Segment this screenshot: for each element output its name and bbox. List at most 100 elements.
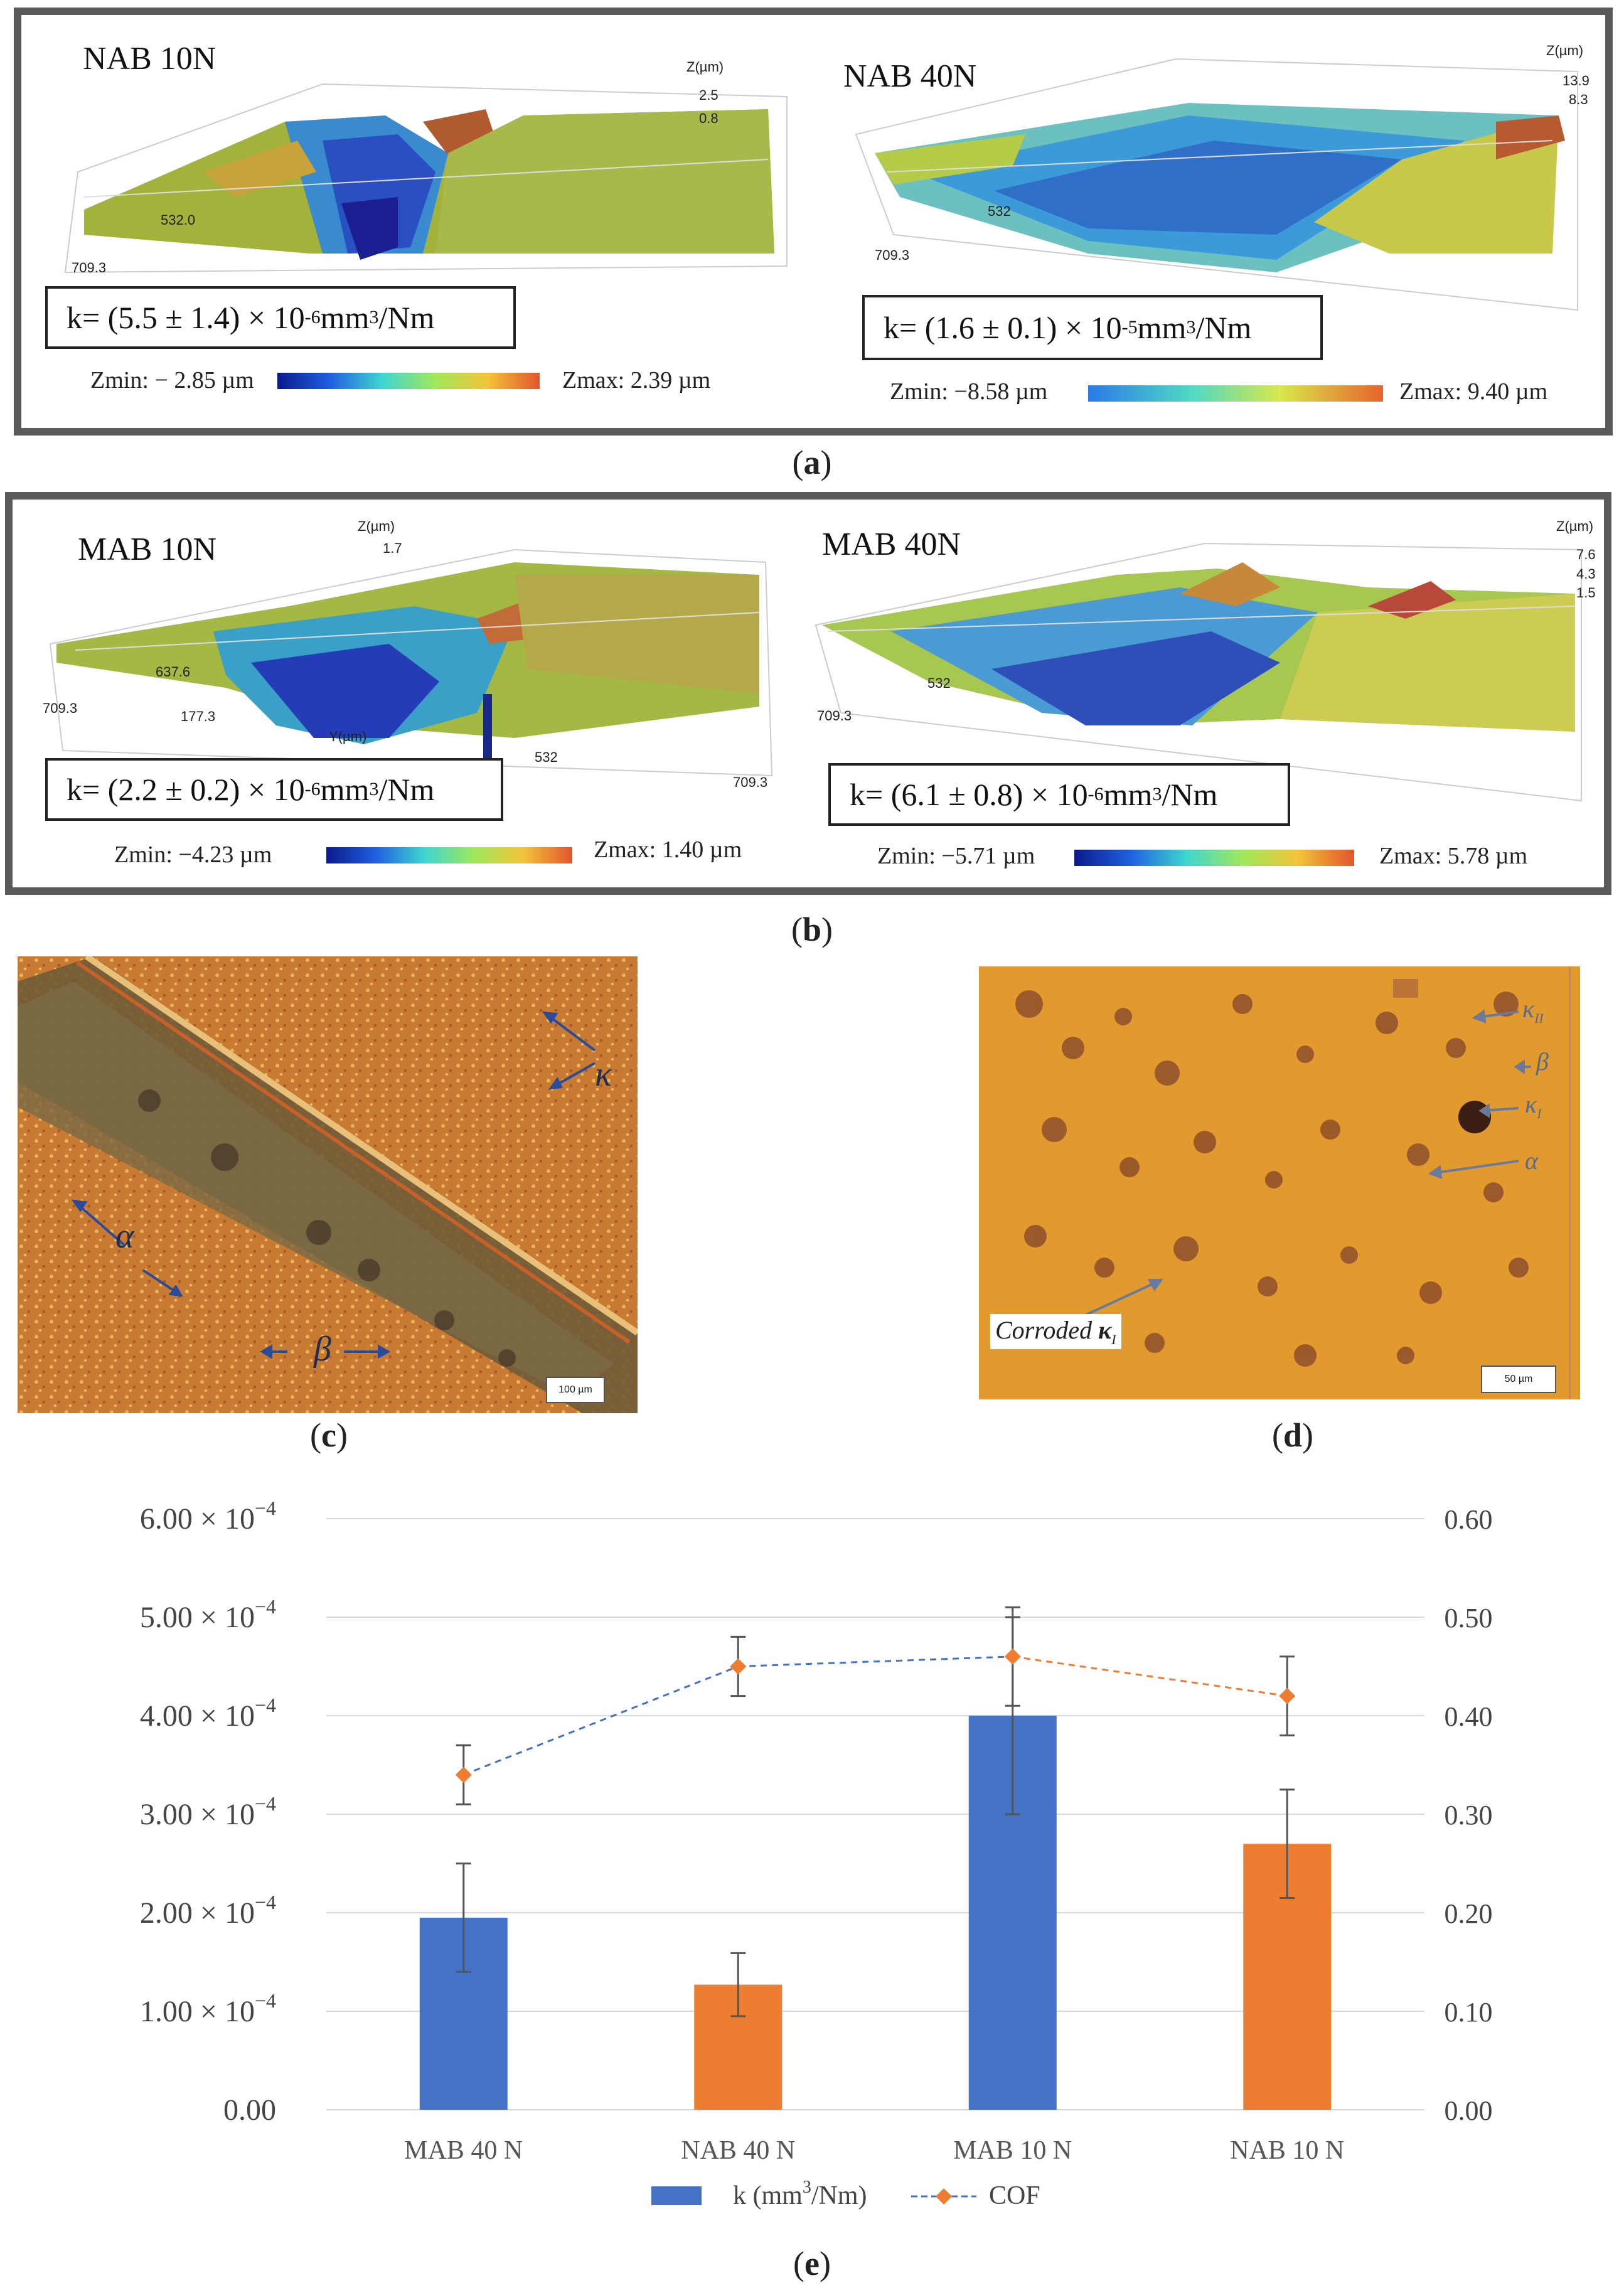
- panel-title: NAB 10N: [83, 41, 216, 77]
- cof-point: [730, 1658, 747, 1675]
- zmax-label: Zmax: 5.78 µm: [1379, 843, 1528, 869]
- label-corroded: Corroded κI: [990, 1314, 1121, 1349]
- y-right-tick-label: 0.50: [1445, 1603, 1493, 1633]
- axis-tick: 532: [535, 749, 558, 765]
- wear-rate-text: k= (2.2 ± 0.2) × 10: [67, 772, 305, 807]
- wear-rate-box: k= (2.2 ± 0.2) × 10 -6 mm 3/Nm: [45, 758, 503, 821]
- label-kappa-ii: κII: [1522, 995, 1544, 1026]
- y-left-tick-label: 2.00 × 10−4: [140, 1891, 276, 1930]
- annotation-arrows-c: [71, 1011, 596, 1359]
- zmax-label: Zmax: 1.40 µm: [594, 837, 742, 863]
- cof-line-segment: [1012, 1655, 1288, 1697]
- x-tick: 709.3: [875, 247, 910, 263]
- colorbar: [277, 373, 540, 389]
- surface-plot-mab-10n: [49, 548, 773, 777]
- surface-plot-nab-10n: [64, 83, 788, 274]
- y-left-tick-label: 5.00 × 10−4: [140, 1595, 276, 1634]
- x-category-label: MAB 10 N: [953, 2136, 1072, 2165]
- caption-a: (a): [792, 444, 832, 481]
- z-tick: 0.8: [699, 110, 719, 126]
- scale-bar: 50 µm: [1481, 1366, 1556, 1393]
- z-tick: 8.3: [1569, 92, 1588, 107]
- micrograph-d: [979, 966, 1580, 1399]
- wear-rate-text: k= (5.5 ± 1.4) × 10: [67, 300, 305, 335]
- z-tick: 2.5: [699, 87, 719, 103]
- legend-label-cof: COF: [989, 2181, 1040, 2210]
- caption-c: (c): [310, 1416, 348, 1454]
- colorbar: [326, 847, 572, 863]
- label-kappa-i: κI: [1525, 1090, 1542, 1121]
- wear-rate-text: k= (6.1 ± 0.8) × 10: [850, 777, 1088, 812]
- y-left-tick-label: 4.00 × 10−4: [140, 1694, 276, 1733]
- scale-bar: 100 µm: [546, 1377, 605, 1403]
- y-right-tick-label: 0.10: [1445, 1997, 1493, 2028]
- colorbar: [1074, 850, 1354, 866]
- label-kappa: κ: [595, 1055, 612, 1094]
- axis-tick: 637.6: [156, 664, 191, 680]
- wear-rate-box: k= (6.1 ± 0.8) × 10 -6 mm 3/Nm: [828, 763, 1290, 826]
- cof-line-segment: [463, 1665, 739, 1776]
- z-tick: 13.9: [1563, 73, 1589, 88]
- zmin-label: Zmin: − 2.85 µm: [90, 367, 254, 393]
- x-category-label: NAB 40 N: [681, 2136, 795, 2165]
- z-axis-label: Z(µm): [1556, 518, 1594, 534]
- label-alpha: α: [115, 1217, 134, 1256]
- surface-plot-mab-40n: [815, 542, 1582, 802]
- y-left-tick-label: 0.00: [223, 2093, 276, 2127]
- z-axis-label: Z(µm): [358, 518, 395, 534]
- label-beta: β: [314, 1330, 331, 1369]
- legend-label-k: k (mm3/Nm): [733, 2178, 867, 2210]
- y-right-tick-label: 0.20: [1445, 1898, 1493, 1929]
- y-tick: 532.0: [161, 212, 196, 228]
- y-right-tick-label: 0.30: [1445, 1800, 1493, 1831]
- y-left-tick-label: 6.00 × 10−4: [140, 1497, 276, 1536]
- z-axis-label: Z(µm): [686, 59, 724, 75]
- y-left-tick-label: 3.00 × 10−4: [140, 1792, 276, 1831]
- y-right-tick-label: 0.00: [1445, 2095, 1493, 2126]
- caption-d: (d): [1271, 1416, 1313, 1454]
- caption-b: (b): [791, 911, 833, 948]
- x-category-label: NAB 10 N: [1230, 2136, 1344, 2165]
- axis-tick: 709.3: [43, 700, 78, 716]
- z-tick: 7.6: [1576, 547, 1596, 562]
- panel-title: MAB 40N: [822, 527, 961, 562]
- wear-rate-box: k= (5.5 ± 1.4) × 10 -6 mm 3/Nm: [45, 286, 516, 349]
- annotation-arrows-d: [1079, 1009, 1531, 1319]
- x-category-label: MAB 40 N: [404, 2136, 523, 2165]
- label-beta: β: [1536, 1047, 1549, 1076]
- wear-rate-box: k= (1.6 ± 0.1) × 10 -5 mm 3/Nm: [862, 295, 1323, 360]
- micrograph-c: [18, 956, 638, 1413]
- label-alpha: α: [1525, 1147, 1538, 1175]
- z-axis-label: Z(µm): [1546, 43, 1584, 58]
- panel-b-frame: MAB 10N Z(µm) 1.7 637.6 709.3 177.3 Y(µm…: [5, 492, 1611, 895]
- surface-plot-nab-40n: [855, 58, 1578, 311]
- y-tick: 532: [988, 203, 1011, 219]
- x-tick: 709.3: [72, 260, 107, 275]
- zmax-label: Zmax: 9.40 µm: [1399, 378, 1548, 405]
- wear-rate-text: k= (1.6 ± 0.1) × 10: [884, 310, 1122, 345]
- colorbar: [1088, 385, 1383, 402]
- y-right-tick-label: 0.60: [1445, 1504, 1493, 1535]
- zmax-label: Zmax: 2.39 µm: [562, 367, 711, 393]
- caption-e: (e): [793, 2245, 831, 2282]
- zmin-label: Zmin: −8.58 µm: [890, 378, 1048, 405]
- panel-title: NAB 40N: [843, 58, 977, 94]
- panel-a-frame: NAB 10N Z(µm) 2.5 0.8 532.0 709.3 k= (5.…: [14, 8, 1613, 436]
- z-tick: 1.7: [383, 540, 402, 556]
- axis-tick: 709.3: [733, 774, 768, 790]
- y-right-tick-label: 0.40: [1445, 1701, 1493, 1732]
- wear-cof-chart: 0.00 1.00 × 10−4 2.00 × 10−4 3.00 × 10−4 4.0…: [140, 1497, 1493, 2210]
- cof-point: [1004, 1648, 1021, 1665]
- zmin-label: Zmin: −4.23 µm: [114, 842, 272, 868]
- panel-title: MAB 10N: [78, 532, 217, 567]
- cof-line-segment: [738, 1655, 1013, 1667]
- axis-tick: 532: [927, 675, 951, 691]
- cof-point: [1279, 1687, 1296, 1704]
- axis-tick: 709.3: [817, 708, 852, 724]
- legend-marker-cof: [936, 2188, 952, 2205]
- axis-tick: 177.3: [181, 708, 216, 724]
- z-tick: 4.3: [1576, 566, 1596, 582]
- y-left-tick-label: 1.00 × 10−4: [140, 1989, 276, 2028]
- zmin-label: Zmin: −5.71 µm: [877, 843, 1035, 869]
- z-tick: 1.5: [1576, 585, 1596, 601]
